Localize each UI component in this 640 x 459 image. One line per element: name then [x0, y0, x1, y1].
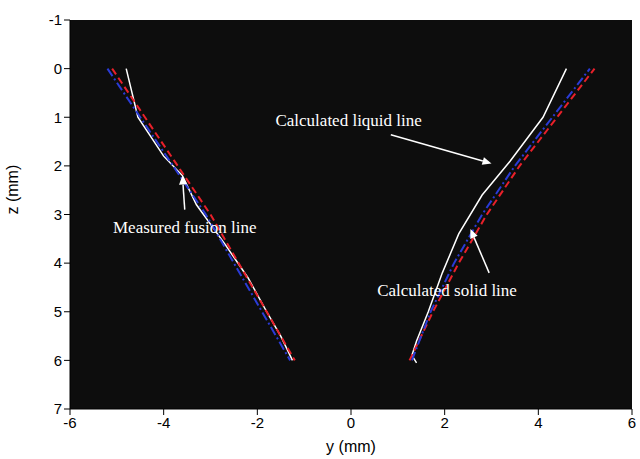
svg-text:Measured fusion line: Measured fusion line	[113, 218, 257, 237]
svg-text:2: 2	[54, 157, 62, 174]
svg-text:Calculated liquid line: Calculated liquid line	[275, 111, 421, 130]
svg-text:3: 3	[54, 206, 62, 223]
svg-text:-2: -2	[251, 414, 264, 431]
svg-text:z (mm): z (mm)	[4, 165, 21, 215]
svg-text:7: 7	[54, 400, 62, 417]
svg-text:4: 4	[54, 254, 62, 271]
svg-text:6: 6	[628, 414, 636, 431]
svg-text:2: 2	[440, 414, 448, 431]
svg-text:0: 0	[54, 60, 62, 77]
svg-text:0: 0	[347, 414, 355, 431]
svg-text:4: 4	[534, 414, 542, 431]
svg-text:6: 6	[54, 352, 62, 369]
svg-text:Calculated solid line: Calculated solid line	[377, 281, 517, 300]
svg-text:1: 1	[54, 109, 62, 126]
svg-text:-4: -4	[157, 414, 170, 431]
svg-text:-6: -6	[63, 414, 76, 431]
svg-text:y (mm): y (mm)	[326, 438, 376, 455]
svg-text:5: 5	[54, 303, 62, 320]
svg-text:-1: -1	[49, 11, 62, 28]
